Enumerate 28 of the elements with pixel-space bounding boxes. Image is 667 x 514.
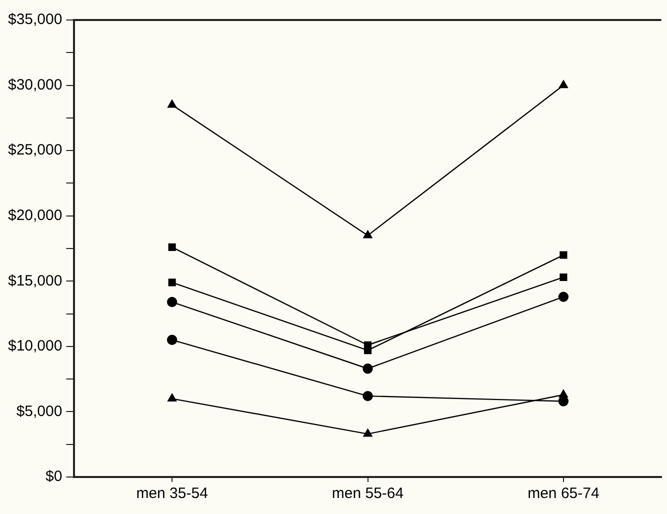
point (168, 278, 176, 286)
point (362, 390, 373, 402)
point (363, 230, 372, 238)
point (558, 292, 569, 302)
y-tick-label: $5,000 (16, 402, 62, 420)
y-tick-label: $0 (46, 468, 62, 486)
x-tick-label: men 65-74 (528, 485, 600, 502)
point (166, 334, 178, 345)
y-tick-label: $20,000 (8, 207, 62, 224)
y-tick-label: $30,000 (8, 76, 62, 94)
point (560, 273, 568, 282)
point (166, 296, 178, 308)
point (364, 346, 372, 354)
y-tick-label: $10,000 (8, 338, 62, 355)
x-tick-label: men 35-54 (136, 485, 208, 502)
x-tick-label: men 55-64 (332, 485, 404, 502)
point (168, 243, 176, 251)
point (362, 364, 373, 374)
point (558, 396, 569, 406)
y-tick-label: $15,000 (8, 272, 62, 290)
point (168, 394, 177, 402)
y-tick-label: $25,000 (8, 142, 62, 159)
point (168, 100, 177, 108)
point (558, 390, 568, 398)
point (363, 428, 372, 437)
point (560, 251, 568, 259)
point (558, 80, 568, 88)
y-tick-label: $35,000 (8, 11, 62, 28)
